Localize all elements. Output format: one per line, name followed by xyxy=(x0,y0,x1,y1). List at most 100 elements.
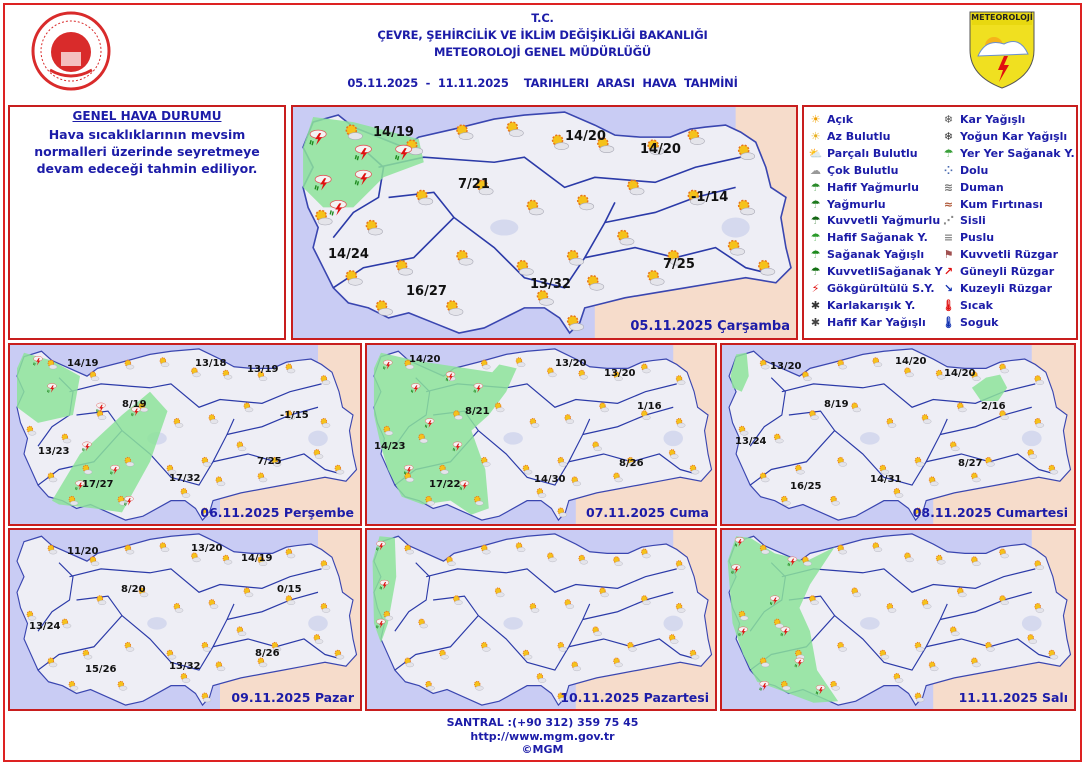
mostly-sunny-icon: ☀ xyxy=(810,129,821,143)
legend-item: ≈ Kum Fırtınası xyxy=(941,198,1043,211)
legend-label: Yer Yer Sağanak Y. xyxy=(960,146,1075,160)
temperature-label: 0/15 xyxy=(277,584,302,595)
temperature-label: 13/18 xyxy=(195,358,227,369)
temperature-label: 13/20 xyxy=(191,543,223,554)
temperature-label: 14/20 xyxy=(640,142,681,157)
temperature-label: 14/30 xyxy=(534,474,566,485)
legend-item: ⚡ Gökgürültülü S.Y. xyxy=(808,282,935,295)
legend-item: ☀ Az Bulutlu xyxy=(808,129,891,143)
haze-icon: ≡ xyxy=(943,231,954,245)
map-day-6: 10.11.2025 Pazartesi xyxy=(365,528,717,711)
map-date-label: 07.11.2025 Cuma xyxy=(586,505,709,520)
temperature-label: 7/25 xyxy=(663,257,695,272)
map-date-label: 09.11.2025 Pazar xyxy=(231,690,354,705)
legend-item: ✱ Karlakarışık Y. xyxy=(808,299,915,312)
legend-label: Az Bulutlu xyxy=(827,129,891,143)
sandstorm-icon: ≈ xyxy=(943,197,954,211)
legend-item: ❄ Yoğun Kar Yağışlı xyxy=(941,130,1067,143)
heavy-shower-icon: ☂ xyxy=(810,265,821,279)
legend-item: ⋰ Sisli xyxy=(941,214,986,227)
rain-area xyxy=(730,352,1008,402)
map-day-7: 11.11.2025 Salı xyxy=(720,528,1076,711)
temperature-label: 8/21 xyxy=(465,406,490,417)
map-date-label: 08.11.2025 Cumartesi xyxy=(912,505,1068,520)
general-weather-text: Hava sıcaklıklarının mevsim normalleri ü… xyxy=(34,127,260,176)
legend-item: ☂ KuvvetliSağanak Y xyxy=(808,265,943,278)
legend-item: ☂ Yağmurlu xyxy=(808,198,886,211)
legend-item: ☂ Hafif Sağanak Y. xyxy=(808,231,928,244)
legend-label: Hafif Yağmurlu xyxy=(827,180,919,194)
legend-item: ☂ Sağanak Yağışlı xyxy=(808,248,925,261)
legend-item: ☁ Çok Bulutlu xyxy=(808,164,898,177)
temperature-label: 13/19 xyxy=(247,364,279,375)
temperature-label: 13/24 xyxy=(735,436,767,447)
light-rain-icon: ☂ xyxy=(810,180,821,194)
header-period: 05.11.2025 - 11.11.2025 TARIHLERI ARASI … xyxy=(347,76,738,90)
legend-label: Hafif Sağanak Y. xyxy=(827,231,928,245)
temperature-label: 14/20 xyxy=(409,354,441,365)
temperature-label: 8/26 xyxy=(619,458,644,469)
legend-item: ✱ Hafif Kar Yağışlı xyxy=(808,316,926,329)
legend-item: ⛅ Parçalı Bulutlu xyxy=(808,147,918,160)
general-weather-title: GENEL HAVA DURUMU xyxy=(72,109,222,123)
temperature-label: 7/25 xyxy=(257,456,282,467)
smoke-icon: ≋ xyxy=(943,180,954,194)
legend-label: Kuzeyli Rüzgar xyxy=(960,282,1052,295)
temperature-label: 14/20 xyxy=(895,356,927,367)
fog-icon: ⋰ xyxy=(943,214,954,228)
legend-label: Kuvvetli Rüzgar xyxy=(960,248,1059,262)
temperature-label: 13/23 xyxy=(38,446,70,457)
turkey-map xyxy=(722,345,1072,524)
header-directorate: METEOROLOJİ GENEL MÜDÜRLÜĞÜ xyxy=(434,45,651,59)
north-wind-arrow-icon: ↘ xyxy=(943,282,954,295)
temperature-label: 14/20 xyxy=(565,129,606,144)
legend-label: Karlakarışık Y. xyxy=(827,298,916,312)
header-tc: T.C. xyxy=(531,11,554,25)
temperature-label: 13/20 xyxy=(555,358,587,369)
rain-area xyxy=(372,536,397,643)
legend-item: ☂ Kuvvetli Yağmurlu xyxy=(808,214,941,227)
cloudy-icon: ☁ xyxy=(810,163,821,177)
temperature-label: -1/15 xyxy=(280,410,309,421)
legend-label: Parçalı Bulutlu xyxy=(827,146,918,160)
legend-panel: ☀ Açık ☀ Az Bulutlu ⛅ Parçalı Bulutlu ☁ Çok Bul… xyxy=(802,105,1078,340)
hot-thermometer-icon: 🌡 xyxy=(941,298,956,312)
temperature-label: 14/24 xyxy=(328,247,369,262)
legend-label: KuvvetliSağanak Y xyxy=(827,265,943,279)
footer-url[interactable]: http://www.mgm.gov.tr xyxy=(470,730,615,743)
rain-icon: ☂ xyxy=(810,197,821,211)
legend-label: Kar Yağışlı xyxy=(960,113,1026,126)
legend-item: ☂ Hafif Yağmurlu xyxy=(808,181,919,194)
light-snow-icon: ✱ xyxy=(810,315,821,329)
map-day-5: 11/20 13/20 14/19 8/20 0/15 13/24 8/26 13/32 15/… xyxy=(8,528,362,711)
temperature-label: 17/27 xyxy=(82,479,114,490)
temperature-label: 16/27 xyxy=(406,284,447,299)
map-day-2: 14/19 13/18 13/19 8/19 -1/15 13/23 7/25 17/32 17… xyxy=(8,343,362,526)
turkey-map xyxy=(10,345,358,524)
legend-label: Puslu xyxy=(960,231,995,245)
temperature-label: 13/32 xyxy=(530,277,571,292)
temperature-label: 14/20 xyxy=(944,368,976,379)
turkey-map xyxy=(722,530,1072,709)
south-wind-arrow-icon: ↗ xyxy=(943,265,954,279)
sleet-icon: ✱ xyxy=(810,298,821,312)
sun-icon: ☀ xyxy=(810,113,821,126)
legend-item: ↘ Kuzeyli Rüzgar xyxy=(941,282,1052,295)
legend-label: Duman xyxy=(960,180,1004,194)
map-day-4: 13/20 14/20 14/20 8/19 2/16 13/24 8/27 14/31 16/… xyxy=(720,343,1076,526)
legend-item: ☀ Açık xyxy=(808,113,854,126)
legend-item: ⚑ Kuvvetli Rüzgar xyxy=(941,248,1058,261)
temperature-label: 13/32 xyxy=(169,661,201,672)
light-shower-icon: ☂ xyxy=(810,231,821,245)
temperature-label: 7/21 xyxy=(458,177,490,192)
legend-item: 🌡 Sıcak xyxy=(941,299,993,312)
rain-area xyxy=(303,117,424,208)
thunderstorm-icon: ⚡ xyxy=(811,282,820,295)
temperature-label: 17/22 xyxy=(429,479,461,490)
legend-item: ↗ Güneyli Rüzgar xyxy=(941,265,1054,278)
legend-item: ☂ Yer Yer Sağanak Y. xyxy=(941,147,1075,160)
legend-item: ❄ Kar Yağışlı xyxy=(941,113,1025,126)
turkey-map xyxy=(293,107,792,338)
legend-label: Yoğun Kar Yağışlı xyxy=(960,129,1068,143)
turkey-map xyxy=(367,530,713,709)
